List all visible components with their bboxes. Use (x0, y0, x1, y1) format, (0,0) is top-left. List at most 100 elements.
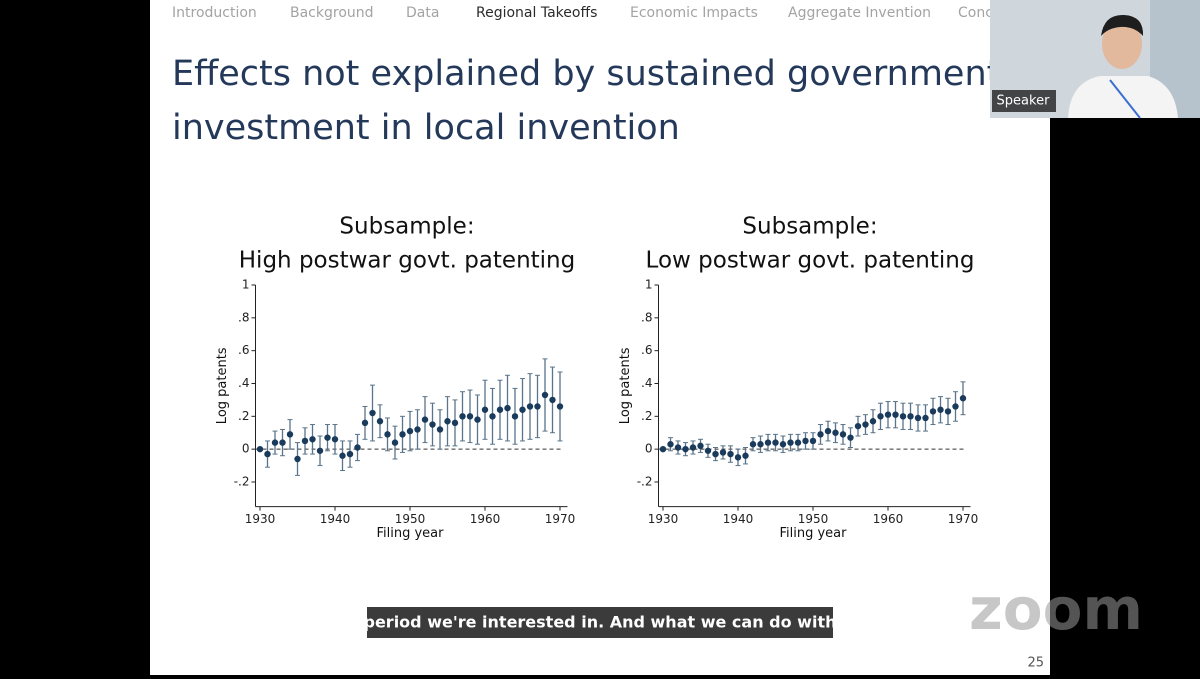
point (674, 444, 682, 451)
point (556, 403, 564, 410)
charts: Subsample: High postwar govt. patenting -.… (215, 214, 978, 542)
point (757, 441, 764, 448)
point (809, 437, 817, 445)
point (376, 418, 384, 425)
x-tick-label: 1970 (948, 512, 979, 526)
point (742, 452, 749, 459)
point (749, 441, 757, 448)
point (944, 408, 952, 415)
x-tick-label: 1960 (470, 512, 501, 526)
point (549, 396, 556, 404)
x-tick-label: 1950 (395, 512, 426, 526)
y-tick-label: 1 (242, 278, 250, 292)
point (779, 441, 787, 448)
point (504, 404, 511, 412)
y-tick-label: 0 (242, 442, 250, 456)
point (697, 442, 704, 450)
point (727, 450, 734, 458)
point (659, 445, 667, 453)
point (256, 445, 264, 453)
y-axis-label: Log patents (215, 347, 230, 424)
point (466, 413, 474, 420)
chart: Subsample: High postwar govt. patenting -.… (215, 214, 575, 542)
chart-title: Low postwar govt. patenting (646, 248, 975, 274)
point (937, 406, 944, 413)
slide-title: Effects not explained by sustained gover… (172, 54, 1000, 94)
point (474, 416, 481, 423)
speaker-head (1102, 19, 1142, 69)
point (511, 413, 519, 420)
y-tick-label: -.2 (637, 474, 653, 488)
point (286, 431, 294, 438)
x-tick-label: 1940 (723, 512, 754, 526)
point (391, 439, 399, 446)
x-tick-label: 1930 (648, 512, 679, 526)
point (534, 403, 541, 410)
point (824, 427, 832, 435)
point (907, 413, 914, 420)
point (414, 426, 421, 433)
point (496, 406, 504, 413)
nav-item: Conc (958, 5, 993, 21)
point (541, 391, 549, 399)
x-tick-label: 1950 (798, 512, 829, 526)
y-tick-label: .2 (238, 409, 249, 423)
y-tick-label: -.2 (234, 474, 250, 488)
chart-title: Subsample: (339, 214, 474, 240)
speaker-video: Speaker (990, 0, 1200, 119)
caption-background (367, 607, 833, 638)
point (929, 408, 937, 415)
point (817, 431, 824, 438)
point (436, 426, 444, 433)
x-axis-label: Filing year (377, 526, 445, 541)
nav-item: Economic Impacts (630, 5, 758, 21)
point (689, 444, 697, 451)
point (869, 418, 877, 425)
point (354, 444, 361, 451)
speaker-hair (1101, 14, 1144, 36)
nav-item: Aggregate Invention (788, 5, 931, 21)
point (854, 422, 862, 430)
point (339, 452, 346, 459)
point (361, 419, 369, 427)
point (794, 439, 802, 446)
point (324, 434, 331, 441)
point (719, 449, 727, 456)
point (451, 419, 459, 427)
point (369, 409, 376, 417)
point (331, 436, 339, 443)
point (316, 447, 324, 454)
point (877, 413, 884, 420)
y-tick-label: 0 (645, 442, 653, 456)
point (294, 455, 301, 463)
point (429, 421, 436, 428)
point (346, 450, 354, 458)
zoom-watermark: zoom (969, 575, 1143, 643)
point (952, 403, 959, 410)
y-tick-label: .6 (238, 343, 249, 357)
chart-title: Subsample: (742, 214, 877, 240)
y-axis-label: Log patents (618, 347, 633, 424)
caption: period we're interested in. And what we … (364, 613, 837, 632)
point (839, 431, 847, 438)
point (884, 411, 892, 418)
point (481, 406, 489, 413)
point (772, 439, 779, 446)
point (399, 431, 406, 438)
point (899, 413, 907, 420)
point (922, 414, 929, 422)
point (444, 418, 451, 425)
y-tick-label: .4 (238, 376, 249, 390)
point (802, 437, 809, 445)
point (892, 411, 899, 418)
point (862, 421, 869, 428)
nav-item: Background (290, 5, 374, 21)
point (712, 450, 719, 458)
point (309, 436, 316, 443)
y-tick-label: .8 (641, 310, 652, 324)
y-tick-label: .2 (641, 409, 652, 423)
slide-title: investment in local invention (172, 108, 680, 148)
chart-title: High postwar govt. patenting (239, 248, 575, 274)
y-tick-label: .4 (641, 376, 652, 390)
point (959, 395, 967, 402)
